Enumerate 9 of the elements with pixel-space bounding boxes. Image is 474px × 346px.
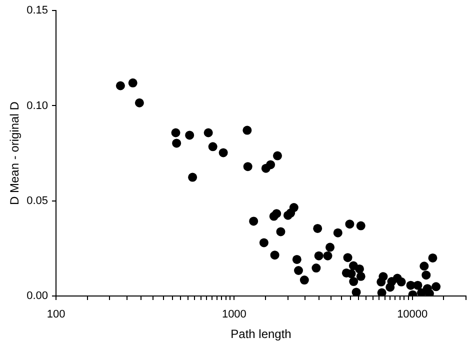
y-tick-label: 0.00 xyxy=(26,290,48,302)
x-axis-title: Path length xyxy=(230,327,292,342)
y-tick-label: 0.15 xyxy=(26,4,48,17)
x-tick-label: 10000 xyxy=(397,308,428,321)
y-tick-label: 0.05 xyxy=(26,194,48,207)
x-tick-label: 100 xyxy=(46,308,66,321)
y-axis-title: D Mean - original D xyxy=(8,101,22,205)
y-tick-label: 0.10 xyxy=(26,100,48,112)
x-tick-label: 1000 xyxy=(222,308,246,321)
